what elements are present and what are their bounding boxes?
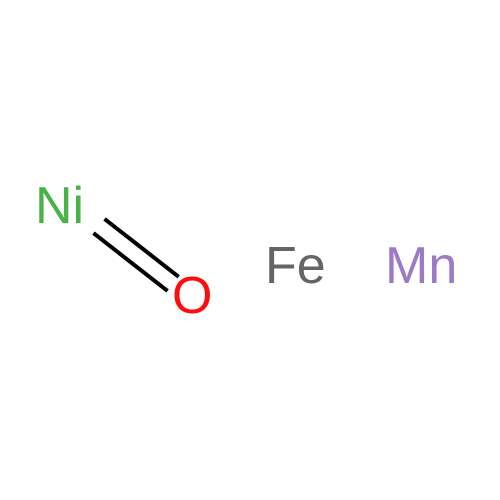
atom-fe: Fe xyxy=(265,240,326,292)
bond-ni-o-double xyxy=(99,226,173,284)
atom-o: O xyxy=(172,270,212,322)
atom-ni: Ni xyxy=(35,180,84,232)
molecule-canvas: Ni O Fe Mn xyxy=(0,0,500,500)
atom-mn: Mn xyxy=(385,240,457,292)
